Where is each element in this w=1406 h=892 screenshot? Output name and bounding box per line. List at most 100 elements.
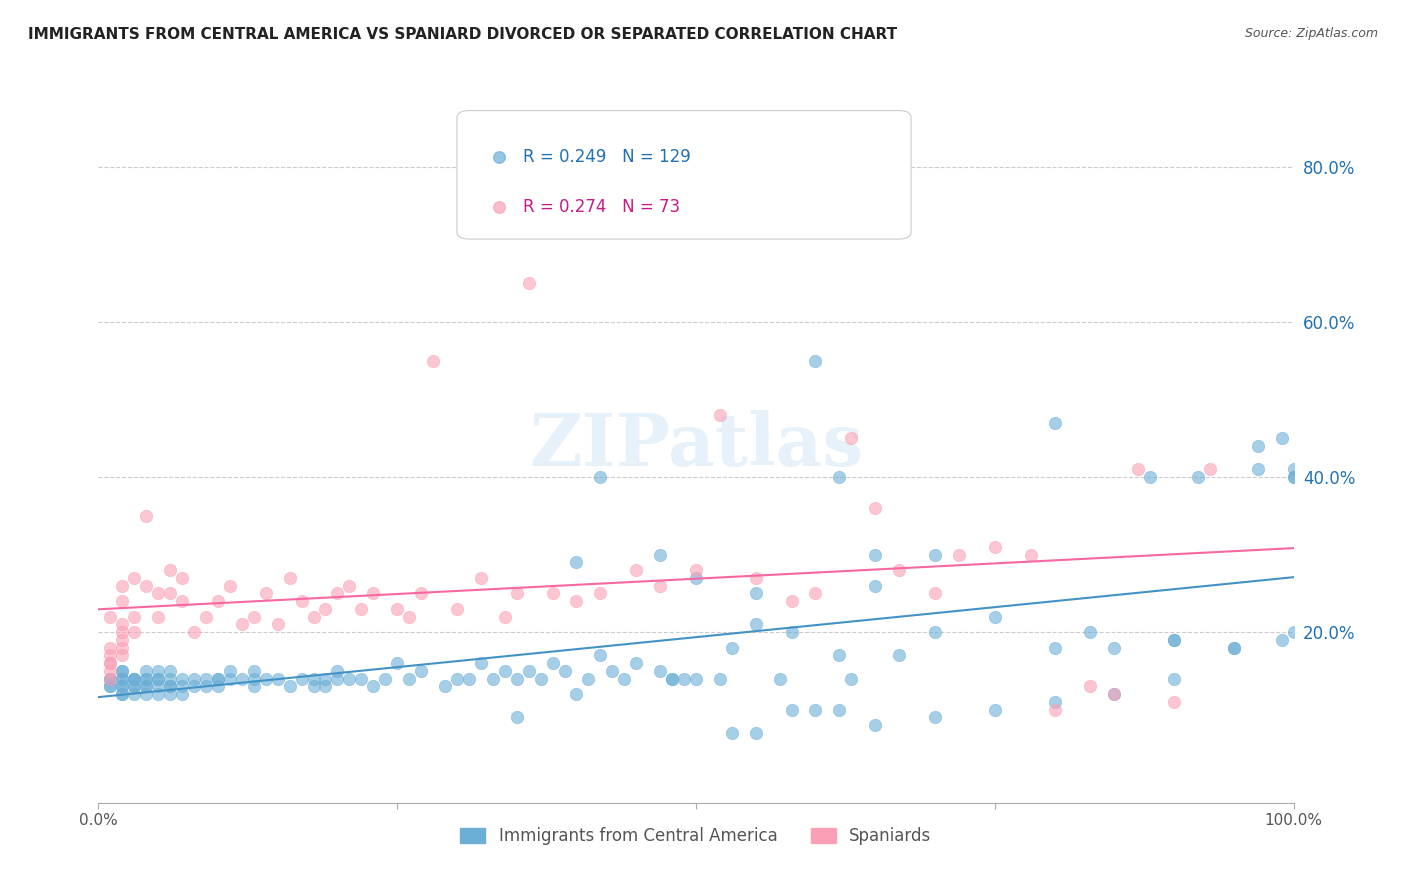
Immigrants from Central America [1080,625,1102,640]
Immigrants from Central America [709,672,731,686]
Spaniards [350,602,373,616]
Immigrants from Central America [506,710,529,724]
Immigrants from Central America [159,672,181,686]
Immigrants from Central America [172,687,194,701]
Immigrants from Central America [219,664,242,678]
Immigrants from Central America [291,672,314,686]
Immigrants from Central America [865,718,887,732]
Immigrants from Central America [589,470,612,484]
Immigrants from Central America [124,680,146,694]
Immigrants from Central America [172,672,194,686]
Text: ZIPatlas: ZIPatlas [529,410,863,482]
Immigrants from Central America [111,672,134,686]
Immigrants from Central America [721,640,744,655]
Immigrants from Central America [243,664,266,678]
Immigrants from Central America [745,726,768,740]
Immigrants from Central America [780,703,803,717]
Spaniards [648,579,672,593]
Immigrants from Central America [1271,431,1294,445]
Spaniards [924,586,946,600]
Spaniards [1043,703,1066,717]
Immigrants from Central America [98,680,122,694]
Immigrants from Central America [385,656,409,670]
Immigrants from Central America [267,672,290,686]
Immigrants from Central America [1163,672,1185,686]
Immigrants from Central America [924,625,946,640]
Spaniards [98,664,122,678]
Immigrants from Central America [124,672,146,686]
Immigrants from Central America [315,680,337,694]
Spaniards [135,508,157,523]
Immigrants from Central America [1163,632,1185,647]
Immigrants from Central America [470,656,492,670]
Immigrants from Central America [111,664,134,678]
Immigrants from Central America [148,680,170,694]
Immigrants from Central America [172,680,194,694]
Immigrants from Central America [554,664,576,678]
Immigrants from Central America [339,672,361,686]
Immigrants from Central America [1271,632,1294,647]
Immigrants from Central America [124,680,146,694]
Immigrants from Central America [278,680,301,694]
Immigrants from Central America [148,672,170,686]
Text: R = 0.274   N = 73: R = 0.274 N = 73 [523,198,681,216]
Spaniards [1128,462,1150,476]
Immigrants from Central America [111,687,134,701]
Immigrants from Central America [565,555,588,569]
Point [488,78,510,93]
Immigrants from Central America [350,672,373,686]
Spaniards [984,540,1007,554]
Spaniards [111,579,134,593]
Spaniards [626,563,648,577]
Spaniards [111,648,134,663]
Spaniards [865,501,887,516]
Spaniards [124,609,146,624]
Immigrants from Central America [302,680,325,694]
Immigrants from Central America [589,648,612,663]
Spaniards [135,579,157,593]
Immigrants from Central America [135,664,157,678]
Immigrants from Central America [98,672,122,686]
Spaniards [780,594,803,608]
Text: IMMIGRANTS FROM CENTRAL AMERICA VS SPANIARD DIVORCED OR SEPARATED CORRELATION CH: IMMIGRANTS FROM CENTRAL AMERICA VS SPANI… [28,27,897,42]
Spaniards [1104,687,1126,701]
Spaniards [111,617,134,632]
Spaniards [183,625,205,640]
Immigrants from Central America [673,672,696,686]
Immigrants from Central America [111,687,134,701]
Spaniards [98,672,122,686]
Immigrants from Central America [446,672,468,686]
Immigrants from Central America [1139,470,1161,484]
Immigrants from Central America [1247,462,1270,476]
Spaniards [243,609,266,624]
Spaniards [291,594,314,608]
Spaniards [517,276,540,290]
Spaniards [98,656,122,670]
Immigrants from Central America [159,680,181,694]
Immigrants from Central America [148,687,170,701]
Immigrants from Central America [326,672,349,686]
Immigrants from Central America [685,571,707,585]
Immigrants from Central America [398,672,420,686]
Spaniards [506,586,529,600]
Immigrants from Central America [135,672,157,686]
Immigrants from Central America [219,672,242,686]
Immigrants from Central America [841,672,863,686]
Immigrants from Central America [494,664,516,678]
Immigrants from Central America [865,548,887,562]
Immigrants from Central America [159,664,181,678]
Immigrants from Central America [111,672,134,686]
Immigrants from Central America [135,680,157,694]
Immigrants from Central America [721,726,744,740]
Immigrants from Central America [1282,470,1305,484]
Immigrants from Central America [984,609,1007,624]
Spaniards [889,563,911,577]
Immigrants from Central America [159,687,181,701]
Spaniards [159,586,181,600]
Immigrants from Central America [481,672,505,686]
Immigrants from Central America [1043,416,1066,430]
Spaniards [207,594,229,608]
Immigrants from Central America [889,648,911,663]
Immigrants from Central America [745,586,768,600]
Immigrants from Central America [124,672,146,686]
